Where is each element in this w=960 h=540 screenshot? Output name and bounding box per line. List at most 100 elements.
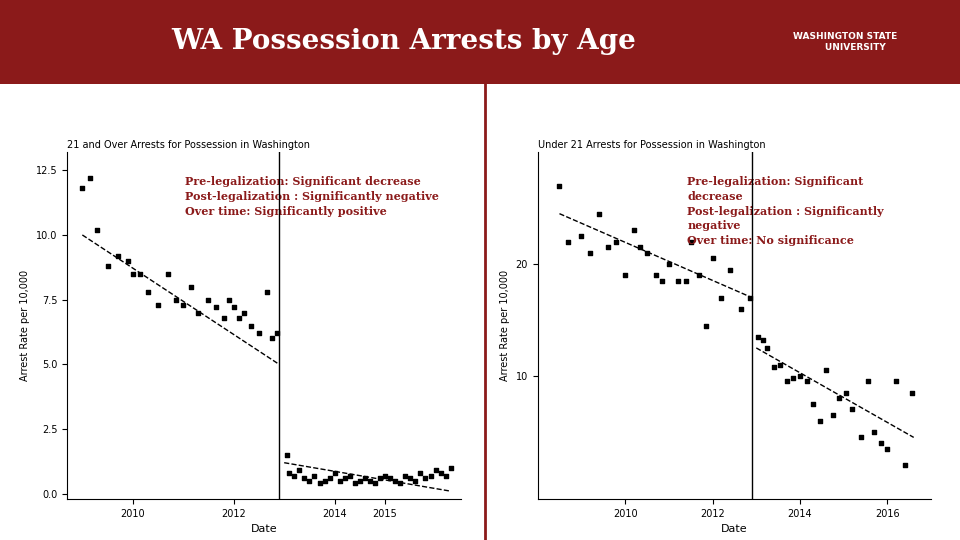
Point bbox=[208, 303, 224, 312]
Point bbox=[773, 360, 788, 369]
Point bbox=[259, 288, 275, 296]
Point bbox=[626, 226, 641, 235]
Point bbox=[393, 479, 408, 488]
Point bbox=[413, 469, 428, 477]
Point bbox=[679, 276, 694, 285]
Point bbox=[287, 471, 302, 480]
Point bbox=[402, 474, 418, 483]
Point bbox=[132, 269, 148, 278]
Point bbox=[713, 293, 729, 302]
Point bbox=[301, 476, 317, 485]
Point bbox=[661, 260, 677, 268]
Point bbox=[805, 400, 821, 408]
Point bbox=[357, 474, 372, 483]
Point bbox=[352, 476, 368, 485]
Point bbox=[792, 372, 807, 380]
Point bbox=[780, 377, 795, 386]
Point bbox=[898, 461, 913, 470]
Point bbox=[279, 450, 295, 459]
Point bbox=[377, 471, 393, 480]
Point bbox=[90, 226, 106, 234]
Point bbox=[322, 474, 337, 483]
Point bbox=[342, 471, 357, 480]
Point bbox=[889, 377, 904, 386]
Point bbox=[428, 466, 444, 475]
Point bbox=[826, 411, 841, 420]
Point bbox=[100, 262, 115, 271]
Point bbox=[312, 479, 327, 488]
Point bbox=[766, 362, 781, 371]
Text: Pre-legalization: Significant
decrease
Post-legalization : Significantly
negativ: Pre-legalization: Significant decrease P… bbox=[687, 177, 884, 246]
Point bbox=[151, 301, 166, 309]
Y-axis label: Arrest Rate per 10,000: Arrest Rate per 10,000 bbox=[20, 270, 31, 381]
Point bbox=[382, 474, 397, 483]
Point bbox=[639, 248, 655, 257]
Point bbox=[231, 313, 247, 322]
Point bbox=[201, 295, 216, 304]
Point bbox=[422, 471, 438, 480]
X-axis label: Date: Date bbox=[251, 524, 277, 534]
Point bbox=[372, 474, 388, 483]
Point bbox=[332, 476, 348, 485]
Text: WA Possession Arrests by Age: WA Possession Arrests by Age bbox=[171, 28, 636, 56]
Point bbox=[705, 254, 720, 263]
Point bbox=[317, 476, 332, 485]
Point bbox=[867, 428, 882, 436]
Point bbox=[252, 329, 267, 338]
Point bbox=[819, 366, 834, 375]
Point bbox=[264, 334, 279, 343]
Text: Under 21 Arrests for Possession in Washington: Under 21 Arrests for Possession in Washi… bbox=[538, 140, 765, 150]
Point bbox=[297, 474, 312, 483]
Point bbox=[216, 313, 231, 322]
Point bbox=[362, 476, 377, 485]
Point bbox=[388, 476, 403, 485]
Text: Pre-legalization: Significant decrease
Post-legalization : Significantly negativ: Pre-legalization: Significant decrease P… bbox=[185, 177, 439, 217]
Point bbox=[742, 293, 757, 302]
Point bbox=[408, 476, 423, 485]
Point bbox=[799, 377, 814, 386]
Point bbox=[860, 377, 876, 386]
Point bbox=[140, 288, 156, 296]
Point bbox=[874, 438, 889, 447]
Point bbox=[368, 479, 383, 488]
Point bbox=[683, 237, 698, 246]
Y-axis label: Arrest Rate per 10,000: Arrest Rate per 10,000 bbox=[500, 270, 510, 381]
Point bbox=[786, 374, 802, 382]
Point bbox=[120, 256, 135, 265]
Point bbox=[433, 469, 448, 477]
Point bbox=[845, 405, 860, 414]
Point bbox=[292, 466, 307, 475]
Point bbox=[733, 305, 749, 313]
Point bbox=[176, 301, 191, 309]
Point bbox=[812, 416, 828, 425]
Point bbox=[281, 469, 297, 477]
Point bbox=[83, 174, 98, 183]
Point bbox=[552, 181, 567, 190]
Point bbox=[397, 471, 413, 480]
Point bbox=[617, 271, 633, 280]
Point bbox=[160, 269, 176, 278]
Point bbox=[443, 463, 458, 472]
Point bbox=[692, 271, 708, 280]
Point bbox=[221, 295, 236, 304]
Point bbox=[759, 343, 775, 352]
Point bbox=[751, 333, 766, 341]
Point bbox=[583, 248, 598, 257]
Point bbox=[633, 243, 648, 252]
Point bbox=[125, 269, 140, 278]
Text: 21 and Over Arrests for Possession in Washington: 21 and Over Arrests for Possession in Wa… bbox=[67, 140, 310, 150]
Point bbox=[168, 295, 183, 304]
Text: WASHINGTON STATE
       UNIVERSITY: WASHINGTON STATE UNIVERSITY bbox=[793, 32, 897, 51]
Point bbox=[183, 282, 199, 291]
Point bbox=[110, 251, 126, 260]
Point bbox=[756, 336, 771, 345]
Point bbox=[838, 388, 853, 397]
Point bbox=[831, 394, 847, 403]
Point bbox=[337, 474, 352, 483]
Point bbox=[438, 471, 453, 480]
Point bbox=[75, 184, 90, 193]
Point bbox=[853, 433, 869, 442]
Point bbox=[879, 444, 895, 453]
Point bbox=[648, 271, 663, 280]
Point bbox=[698, 321, 713, 330]
